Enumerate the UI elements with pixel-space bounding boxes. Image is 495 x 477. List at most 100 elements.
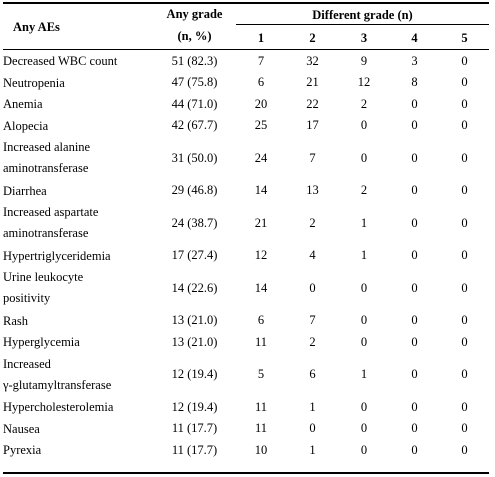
table-row: Alopecia 42 (67.7) 25 17 0 0 0 <box>3 116 489 138</box>
table-row: Urine leukocyte positivity 14 (22.6) 14 0 0 0 0 <box>3 267 489 311</box>
ae-name-cell: Nausea <box>3 419 153 440</box>
ae-name-cell: Rash <box>3 311 153 332</box>
grade-4-cell: 3 <box>411 53 418 68</box>
grade-1-cell: 11 <box>254 334 268 349</box>
ae-name-cell: Hypercholesterolemia <box>3 397 153 418</box>
grade-2-cell: 22 <box>306 96 319 111</box>
grade-4-cell: 0 <box>411 118 418 133</box>
header-bottom-rule <box>3 49 489 50</box>
grade-2-cell: 0 <box>309 280 316 295</box>
ae-name-line: Alopecia <box>3 118 49 133</box>
grade-2-cell: 4 <box>309 248 316 263</box>
ae-name-line: Anemia <box>3 97 43 111</box>
grade-1-cell: 20 <box>254 96 268 111</box>
any-grade-cell: 13 (21.0) <box>171 313 218 328</box>
any-grade-cell: 11 (17.7) <box>171 442 218 457</box>
grade-4-cell: 0 <box>411 280 418 295</box>
table-row: Pyrexia 11 (17.7) 10 1 0 0 0 <box>3 440 489 462</box>
grade-1-cell: 11 <box>254 421 268 436</box>
grade-4-cell: 0 <box>411 442 418 457</box>
ae-name-cell: Hyperglycemia <box>3 332 153 353</box>
grade-1-cell: 14 <box>254 183 268 198</box>
grade-5-cell: 0 <box>461 421 468 436</box>
grade-1-cell: 21 <box>254 215 268 230</box>
header-any-grade-unit: (n, %) <box>177 29 212 43</box>
table-top-rule <box>3 2 489 4</box>
grade-2-cell: 2 <box>309 334 316 349</box>
ae-name-cell: Urine leukocyte positivity <box>3 267 153 309</box>
grade-3-cell: 1 <box>360 215 368 230</box>
header-grade-2: 2 <box>309 31 316 45</box>
grade-2-cell: 32 <box>306 53 319 68</box>
table-bottom-rule <box>3 472 489 474</box>
grade-5-cell: 0 <box>461 334 468 349</box>
grade-5-cell: 0 <box>461 118 468 133</box>
ae-name-cell: Increased aspartate aminotransferase <box>3 202 153 244</box>
ae-name-cell: Increased alanine aminotransferase <box>3 137 153 179</box>
grade-2-cell: 21 <box>306 75 319 90</box>
grade-3-cell: 0 <box>360 442 368 457</box>
grade-3-cell: 2 <box>360 96 368 111</box>
grade-1-cell: 5 <box>257 367 265 382</box>
ae-name-cell: Anemia <box>3 94 153 115</box>
grade-5-cell: 0 <box>461 75 468 90</box>
grade-1-cell: 7 <box>257 53 265 68</box>
any-grade-cell: 12 (19.4) <box>171 399 218 414</box>
grade-1-cell: 6 <box>257 313 265 328</box>
grade-5-cell: 0 <box>461 248 468 263</box>
table-row: Increased γ-glutamyltransferase 12 (19.4) 5… <box>3 354 489 398</box>
grade-2-cell: 13 <box>306 183 319 198</box>
header-grade-5: 5 <box>461 31 468 45</box>
table-row: Hypercholesterolemia 12 (19.4) 11 1 0 0 0 <box>3 397 489 419</box>
grade-3-cell: 0 <box>360 150 368 165</box>
ae-name-cell: Neutropenia <box>3 73 153 94</box>
any-grade-cell: 13 (21.0) <box>171 334 218 349</box>
ae-name-line: Decreased WBC count <box>3 54 118 68</box>
grade-2-cell: 2 <box>309 215 316 230</box>
any-grade-cell: 14 (22.6) <box>171 280 218 295</box>
ae-name-line: Hypertriglyceridemia <box>3 248 111 263</box>
ae-name-line: Increased <box>3 356 51 371</box>
any-grade-cell: 17 (27.4) <box>171 248 218 263</box>
table-row: Increased aspartate aminotransferase 24 (3… <box>3 202 489 246</box>
grade-1-cell: 12 <box>254 248 268 263</box>
ae-name-line: Hyperglycemia <box>3 335 80 349</box>
grade-4-cell: 0 <box>411 183 418 198</box>
any-grade-cell: 29 (46.8) <box>171 183 218 198</box>
grade-3-cell: 1 <box>360 248 368 263</box>
grade-1-cell: 11 <box>254 399 268 414</box>
grade-5-cell: 0 <box>461 399 468 414</box>
grade-group-rule <box>236 24 489 25</box>
table-row: Neutropenia 47 (75.8) 6 21 12 8 0 <box>3 73 489 95</box>
grade-1-cell: 24 <box>254 150 268 165</box>
grade-3-cell: 0 <box>360 399 368 414</box>
header-different-grade: Different grade (n) <box>312 8 413 22</box>
grade-4-cell: 0 <box>411 96 418 111</box>
grade-2-cell: 7 <box>309 313 316 328</box>
grade-5-cell: 0 <box>461 367 468 382</box>
table-row: Decreased WBC count 51 (82.3) 7 32 9 3 0 <box>3 51 489 73</box>
grade-4-cell: 0 <box>411 150 418 165</box>
any-grade-cell: 12 (19.4) <box>171 367 218 382</box>
ae-name-cell: Alopecia <box>3 116 153 137</box>
table-row: Diarrhea 29 (46.8) 14 13 2 0 0 <box>3 181 489 203</box>
ae-name-line: Neutropenia <box>3 75 65 90</box>
grade-1-cell: 25 <box>254 118 268 133</box>
grade-5-cell: 0 <box>461 442 468 457</box>
any-grade-cell: 47 (75.8) <box>171 75 218 90</box>
grade-4-cell: 8 <box>411 75 418 90</box>
grade-5-cell: 0 <box>461 215 468 230</box>
grade-2-cell: 6 <box>309 367 316 382</box>
any-grade-cell: 11 (17.7) <box>171 421 218 436</box>
grade-4-cell: 0 <box>411 399 418 414</box>
grade-3-cell: 0 <box>360 421 368 436</box>
grade-3-cell: 0 <box>360 118 368 133</box>
header-any-grade: Any grade <box>166 7 223 21</box>
any-grade-cell: 31 (50.0) <box>171 150 218 165</box>
grade-1-cell: 6 <box>257 75 265 90</box>
grade-3-cell: 12 <box>357 75 371 90</box>
ae-name-line: aminotransferase <box>3 226 89 240</box>
header-grade-1: 1 <box>257 31 265 45</box>
header-grade-3: 3 <box>360 31 368 45</box>
grade-3-cell: 0 <box>360 280 368 295</box>
